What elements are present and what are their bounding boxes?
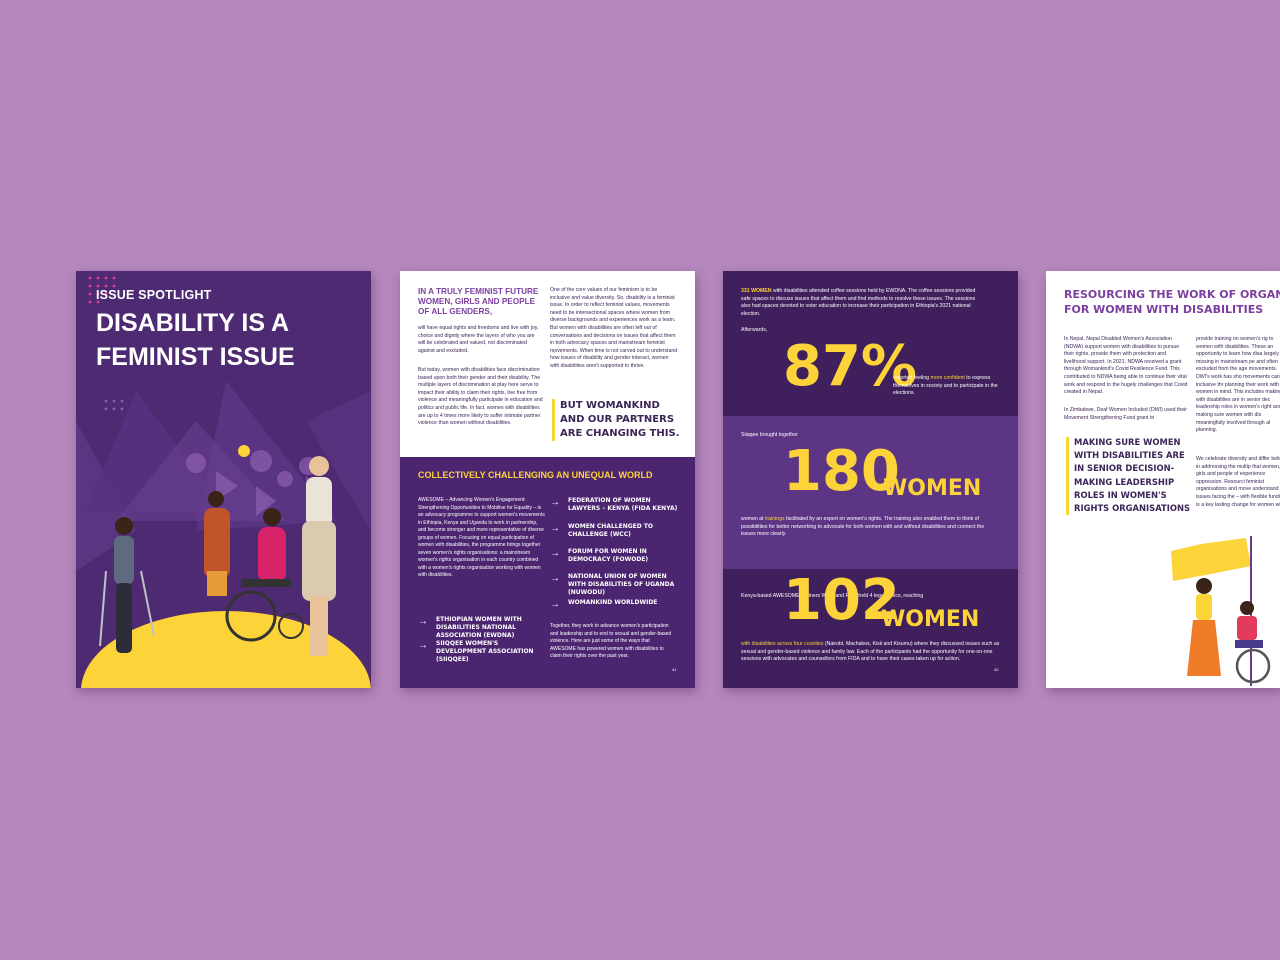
leadership-quote: MAKING SURE WOMEN WITH DISABILITIES ARE … — [1074, 436, 1199, 515]
cover-kicker: ISSUE SPOTLIGHT — [96, 288, 212, 302]
stat-87-percent: 87% — [783, 334, 918, 399]
womankind-quote: BUT WOMANKIND AND OUR PARTNERS ARE CHANG… — [560, 399, 690, 441]
cover-background-shapes — [76, 276, 371, 688]
intro-paragraph: will have equal rights and freedoms and … — [418, 325, 539, 354]
arrow-icon: → — [550, 599, 560, 610]
quote-accent-bar — [552, 399, 555, 441]
quote-line-2: AND OUR PARTNERS — [560, 414, 675, 425]
heading-line-1: IN A TRULY FEMINIST FUTURE — [418, 287, 539, 296]
stat2-unit: WOMEN — [883, 476, 982, 501]
stat2-lead: Siiqqee brought together — [741, 432, 798, 438]
arrow-icon: → — [550, 548, 560, 559]
feminist-future-heading: IN A TRULY FEMINIST FUTURE WOMEN, GIRLS … — [418, 287, 548, 317]
stat2-post: facilitated by an expert on women's righ… — [741, 516, 985, 538]
cover-title-line-2: FEMINIST ISSUE — [96, 343, 295, 371]
quote-accent-bar — [1066, 437, 1069, 515]
page-number: 42 — [994, 667, 999, 672]
zimbabwe-paragraph: In Zimbabwe, Deaf Women Included (DWI) u… — [1064, 407, 1188, 421]
band-title: COLLECTIVELY CHALLENGING AN UNEQUAL WORL… — [418, 470, 653, 480]
flag-illustration — [1171, 536, 1271, 686]
core-values-paragraph: One of the core values of our feminism i… — [550, 287, 678, 369]
page-number: 41 — [672, 667, 677, 672]
stat1-pre: reported feeling — [893, 375, 930, 381]
quote-line-1: BUT WOMANKIND — [560, 400, 660, 411]
stat-102: 102 — [783, 568, 900, 633]
resourcing-title: RESOURCING THE WORK OF ORGANIS FOR WOMEN… — [1064, 287, 1280, 317]
closing-paragraph: Together, they work to advance women's p… — [550, 623, 672, 659]
title-line-2: FOR WOMEN WITH DISABILITIES — [1064, 303, 1264, 316]
people-photo-illustration — [99, 456, 336, 656]
stat1-post: to express themselves in society and to … — [893, 375, 998, 397]
stat2-caption: women at trainings facilitated by an exp… — [741, 516, 991, 539]
quote-line-3: ARE CHANGING THIS. — [560, 428, 680, 439]
heading-line-3: OF ALL GENDERS, — [418, 307, 493, 316]
org-name: NATIONAL UNION OF WOMEN WITH DISABILITIE… — [568, 573, 675, 596]
stat3-caption: with disabilities across four counties (… — [741, 641, 1001, 664]
cover-page: ISSUE SPOTLIGHT DISABILITY IS A FEMINIST… — [76, 271, 371, 688]
cover-title-line-1: DISABILITY IS A — [96, 309, 290, 337]
awesome-band: COLLECTIVELY CHALLENGING AN UNEQUAL WORL… — [400, 457, 695, 688]
arrow-icon: → — [550, 523, 560, 534]
stat3-post: (Nairobi, Machakos, Kisii and Kisumu) wh… — [741, 641, 1000, 663]
heading-line-2: WOMEN, GIRLS AND PEOPLE — [418, 297, 536, 306]
stat3-highlight: with disabilities across four counties — [741, 641, 824, 647]
stat3-lead: Kenya-based AWESOME partners WCC and FID… — [741, 593, 924, 599]
spread-page-42: 331 WOMEN with disabilities attended cof… — [723, 271, 1018, 688]
stat1-highlight: more confident — [930, 375, 965, 381]
arrow-icon: → — [550, 497, 560, 508]
stat3-unit: WOMEN — [881, 607, 980, 632]
dwi-paragraph: provide training on women's rig to women… — [1196, 336, 1280, 434]
quote-line-4: MAKING LEADERSHIP — [1074, 476, 1175, 487]
title-line-1: RESOURCING THE WORK OF ORGANIS — [1064, 288, 1280, 301]
intro-body: with disabilities attended coffee sessio… — [741, 288, 976, 317]
arrow-icon: → — [550, 573, 560, 584]
intro-highlight: 331 WOMEN — [741, 288, 772, 294]
quote-line-3: IN SENIOR DECISION- — [1074, 463, 1175, 474]
diversity-paragraph: We celebrate diversity and differ believ… — [1196, 456, 1280, 508]
awesome-description: AWESOME – Advancing Women's Engagement: … — [418, 497, 545, 578]
quote-line-5: ROLES IN WOMEN'S — [1074, 489, 1167, 500]
org-name: FORUM FOR WOMEN IN DEMOCRACY (FOWODE) — [568, 548, 649, 563]
resourcing-page: RESOURCING THE WORK OF ORGANIS FOR WOMEN… — [1046, 271, 1280, 688]
arrow-icon: → — [418, 640, 428, 651]
org-name: FEDERATION OF WOMEN LAWYERS – KENYA (FID… — [568, 497, 678, 512]
org-name: WOMANKIND WORLDWIDE — [568, 599, 658, 606]
nepal-paragraph: In Nepal, Nepal Disabled Women's Associa… — [1064, 336, 1188, 396]
quote-line-6: RIGHTS ORGANISATIONS — [1074, 503, 1191, 514]
cover-title: DISABILITY IS A FEMINIST ISSUE — [96, 306, 295, 374]
quote-line-2: WITH DISABILITIES ARE — [1074, 450, 1185, 461]
afterwards-label: Afterwards, — [741, 327, 768, 333]
stat-180: 180 — [783, 439, 900, 504]
quote-line-1: MAKING SURE WOMEN — [1074, 437, 1181, 447]
discrimination-paragraph: But today, women with disabilities face … — [418, 367, 543, 427]
coffee-sessions-text: 331 WOMEN with disabilities attended cof… — [741, 288, 979, 318]
stat2-pre: women at — [741, 516, 764, 522]
org-name: SIIQQEE WOMEN'S DEVELOPMENT ASSOCIATION … — [436, 640, 534, 663]
spread-page-41: IN A TRULY FEMINIST FUTURE WOMEN, GIRLS … — [400, 271, 695, 688]
arrow-icon: → — [418, 616, 428, 627]
stat-180-band: Siiqqee brought together 180 WOMEN women… — [723, 416, 1018, 569]
org-name: ETHIOPIAN WOMEN WITH DISABILITIES NATION… — [436, 616, 522, 639]
stat1-caption: reported feeling more confident to expre… — [893, 375, 1003, 398]
stat2-highlight: trainings — [764, 516, 785, 522]
org-name: WOMEN CHALLENGED TO CHALLENGE (WCC) — [568, 523, 654, 538]
